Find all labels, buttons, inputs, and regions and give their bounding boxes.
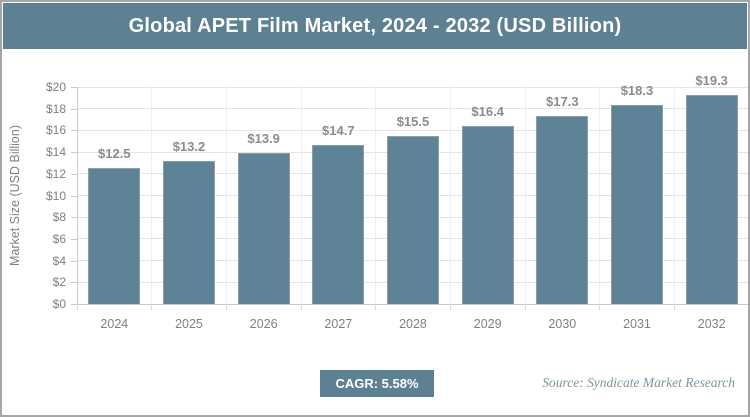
y-tick-mark (71, 217, 77, 219)
y-tick-mark (71, 195, 77, 197)
x-tick-label: 2031 (623, 317, 651, 331)
bar-2029 (461, 126, 514, 304)
y-tick-label: $16 (45, 123, 66, 138)
x-tick-mark (524, 304, 526, 310)
gridline-y (77, 303, 748, 305)
y-tick-label: $2 (52, 275, 66, 290)
bar-value-label: $13.9 (247, 131, 280, 147)
gridline-y (77, 129, 748, 131)
bar-value-label: $16.4 (471, 104, 504, 120)
x-tick-mark (225, 304, 227, 310)
bar-value-label: $15.5 (396, 113, 430, 129)
source-note: Source: Syndicate Market Research (542, 375, 735, 390)
y-tick-label: $6 (52, 231, 66, 246)
y-tick-mark (71, 87, 77, 88)
x-tick-label: 2030 (548, 317, 577, 331)
bar-value-label: $12.5 (98, 146, 131, 162)
cagr-label: CAGR: 5.58% (335, 376, 419, 391)
gridline-x (225, 87, 227, 304)
x-tick-label: 2025 (175, 317, 203, 331)
bar-2027 (312, 144, 365, 304)
gridline-x (300, 87, 302, 304)
gridline-x (375, 87, 377, 304)
chart-title-bar: Global APET Film Market, 2024 - 2032 (US… (3, 3, 747, 49)
x-tick-label: 2026 (249, 317, 278, 331)
gridline-y (77, 86, 748, 88)
y-tick-label: $10 (45, 188, 66, 203)
bar-2025 (163, 160, 215, 304)
y-tick-label: $8 (52, 210, 66, 225)
x-tick-mark (151, 304, 153, 310)
y-tick-mark (71, 260, 77, 262)
x-tick-mark (300, 304, 302, 310)
y-tick-label: $0 (52, 297, 66, 311)
bar-2024 (88, 168, 141, 304)
bar-value-label: $17.3 (546, 94, 579, 110)
bar-2028 (387, 135, 439, 304)
bar-value-label: $19.3 (695, 72, 728, 88)
x-tick-mark (599, 304, 601, 310)
x-tick-label: 2032 (697, 317, 726, 331)
gridline-x (151, 87, 153, 304)
bar-value-label: $13.2 (172, 138, 206, 154)
y-tick-mark (71, 282, 77, 284)
y-tick-mark (71, 304, 77, 305)
x-tick-label: 2024 (100, 317, 129, 331)
x-tick-mark (76, 304, 78, 310)
y-tick-mark (71, 152, 77, 154)
x-tick-mark (673, 304, 675, 310)
y-tick-label: $20 (45, 80, 66, 94)
y-tick-label: $12 (45, 166, 66, 181)
gridline-y (77, 108, 748, 110)
gridline-x (449, 87, 451, 304)
cagr-badge: CAGR: 5.58% (320, 370, 434, 397)
bar-2032 (685, 94, 738, 304)
bar-2026 (237, 153, 290, 304)
bar-2031 (611, 105, 663, 304)
gridline-x (599, 87, 601, 304)
bar-2030 (536, 116, 589, 304)
bar-value-label: $18.3 (620, 83, 654, 99)
gridline-x (673, 87, 675, 304)
y-axis-line (77, 87, 78, 304)
chart-title: Global APET Film Market, 2024 - 2032 (US… (128, 14, 622, 37)
y-tick-label: $18 (45, 101, 66, 116)
gridline-x (524, 87, 526, 304)
x-tick-mark (449, 304, 451, 310)
y-tick-mark (71, 238, 77, 240)
y-tick-mark (71, 130, 77, 132)
bar-value-label: $14.7 (322, 122, 355, 138)
y-tick-mark (71, 108, 77, 110)
x-tick-label: 2027 (324, 317, 353, 331)
y-tick-label: $4 (52, 253, 66, 268)
x-tick-label: 2028 (399, 317, 427, 331)
plot-area: $12.5 $13.2 $13.9 $14.7 $15.5 $16.4 $17.3 $18.3… (76, 73, 748, 310)
x-tick-mark (375, 304, 377, 310)
y-tick-label: $14 (45, 145, 66, 160)
y-tick-mark (71, 173, 77, 175)
x-tick-label: 2029 (473, 317, 502, 331)
